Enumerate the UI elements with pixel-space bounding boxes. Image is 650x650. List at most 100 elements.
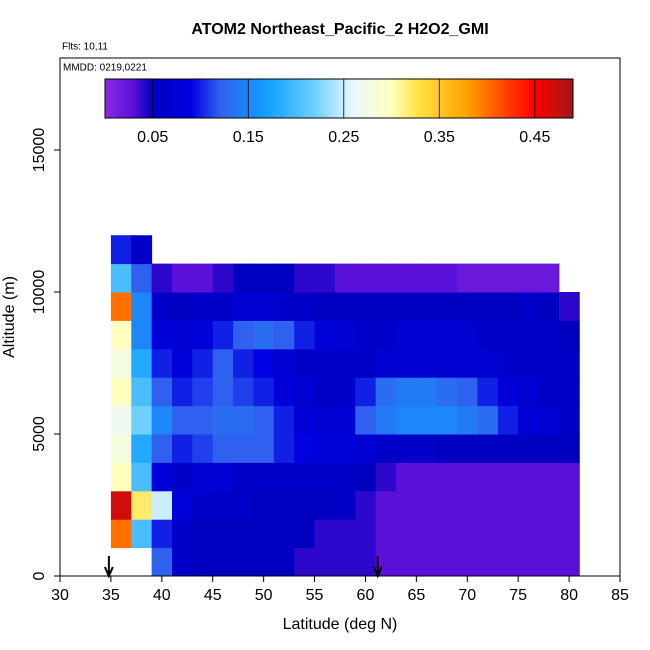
- heat-cell: [436, 547, 458, 577]
- colorbar-tick-label: 0.45: [519, 129, 550, 146]
- heat-cell: [518, 519, 540, 549]
- heat-cell: [518, 490, 540, 520]
- heat-cell: [518, 377, 540, 407]
- plot-frame: [59, 57, 621, 577]
- heat-cell: [212, 377, 234, 407]
- heat-cell: [110, 405, 132, 435]
- heat-cell: [110, 462, 132, 492]
- heat-cell: [294, 348, 316, 378]
- heat-cell: [558, 547, 580, 577]
- heat-cell: [273, 348, 295, 378]
- heat-cell: [477, 462, 499, 492]
- heat-cell: [314, 377, 336, 407]
- heat-cell: [314, 292, 336, 321]
- heat-cell: [151, 292, 173, 321]
- heat-cell: [212, 348, 234, 378]
- heat-cell: [558, 377, 580, 407]
- heat-cell: [497, 490, 519, 520]
- colorbar-tick-label: 0.35: [424, 129, 455, 146]
- heat-cell: [314, 405, 336, 435]
- heat-cell: [151, 547, 173, 577]
- heat-cell: [396, 263, 417, 293]
- x-tick-label: 80: [560, 587, 578, 604]
- heat-cell: [538, 490, 560, 520]
- heat-cell: [436, 405, 458, 435]
- heat-cell: [334, 348, 356, 378]
- heat-cell: [253, 434, 275, 463]
- chart-title: ATOM2 Northeast_Pacific_2 H2O2_GMI: [191, 21, 488, 38]
- heat-cell: [294, 490, 316, 520]
- heat-cell: [110, 292, 132, 321]
- heat-cell: [151, 348, 173, 378]
- heat-cell: [497, 405, 519, 435]
- heat-cell: [110, 377, 132, 407]
- heat-cell: [314, 348, 336, 378]
- heat-cell: [151, 263, 173, 293]
- heat-cell: [477, 377, 499, 407]
- heat-cell: [172, 405, 193, 435]
- heat-cell: [436, 462, 458, 492]
- heat-cell: [477, 519, 499, 549]
- heat-cell: [151, 320, 173, 350]
- heat-cell: [558, 519, 580, 549]
- heat-cell: [355, 348, 377, 378]
- heat-cell: [334, 292, 356, 321]
- heat-cell: [416, 292, 438, 321]
- heat-cell: [436, 377, 458, 407]
- heat-cell: [151, 462, 173, 492]
- heat-cell: [457, 377, 478, 407]
- y-tick-label: 5000: [31, 416, 48, 452]
- heat-cell: [212, 263, 234, 293]
- heat-cell: [172, 519, 193, 549]
- heat-cell: [212, 320, 234, 350]
- heat-cell: [253, 519, 275, 549]
- heat-cell: [110, 263, 132, 293]
- heat-cell: [233, 490, 254, 520]
- heat-cell: [172, 292, 193, 321]
- heat-cell: [212, 547, 234, 577]
- heat-cell: [457, 292, 478, 321]
- heat-cell: [273, 405, 295, 435]
- heat-cell: [172, 547, 193, 577]
- heat-cell: [131, 348, 153, 378]
- heat-cell: [375, 434, 397, 463]
- heat-cell: [355, 320, 377, 350]
- heat-cell: [172, 348, 193, 378]
- heat-cell: [436, 519, 458, 549]
- heat-cell: [334, 547, 356, 577]
- x-tick-label: 70: [458, 587, 476, 604]
- heat-cell: [477, 292, 499, 321]
- heat-cell: [314, 547, 336, 577]
- heat-cell: [110, 348, 132, 378]
- heat-cell: [558, 320, 580, 350]
- heat-cell: [457, 490, 478, 520]
- heat-cell: [558, 434, 580, 463]
- heat-cell: [436, 292, 458, 321]
- x-tick-label: 60: [357, 587, 375, 604]
- x-tick-label: 30: [51, 587, 69, 604]
- heat-cell: [375, 490, 397, 520]
- heat-cell: [477, 348, 499, 378]
- heat-cell: [477, 490, 499, 520]
- heat-cell: [375, 519, 397, 549]
- heat-cell: [558, 348, 580, 378]
- heat-cell: [151, 377, 173, 407]
- heat-cell: [558, 462, 580, 492]
- heat-cell: [131, 263, 153, 293]
- heat-cell: [314, 490, 336, 520]
- heat-cell: [334, 490, 356, 520]
- heat-cell: [294, 519, 316, 549]
- x-tick-label: 35: [102, 587, 120, 604]
- heat-cell: [416, 490, 438, 520]
- heat-cell: [355, 263, 377, 293]
- colorbar-tick-label: 0.15: [233, 129, 264, 146]
- heat-cell: [334, 377, 356, 407]
- heat-cell: [212, 490, 234, 520]
- heat-cell: [212, 434, 234, 463]
- heat-cell: [131, 320, 153, 350]
- heat-cell: [110, 490, 132, 520]
- heat-cell: [131, 405, 153, 435]
- heat-cell: [355, 490, 377, 520]
- heat-cell: [151, 490, 173, 520]
- heat-cell: [457, 263, 478, 293]
